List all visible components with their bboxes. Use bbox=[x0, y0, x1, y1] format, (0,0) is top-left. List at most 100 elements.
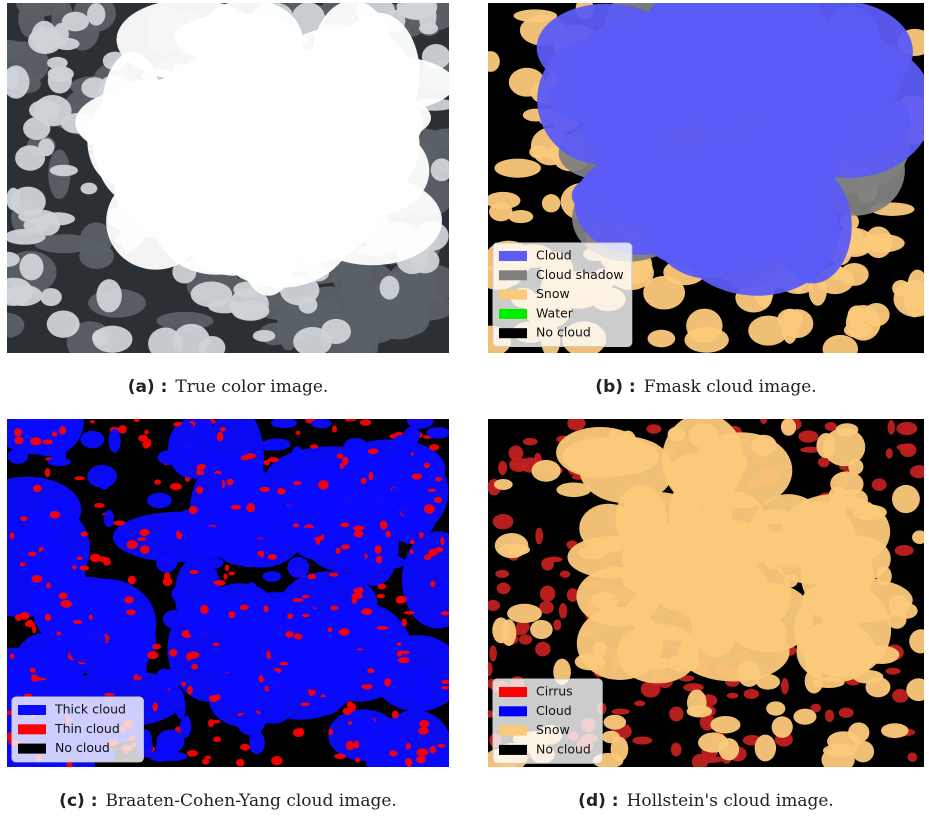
image-blob bbox=[109, 429, 121, 453]
image-blob bbox=[881, 723, 909, 738]
legend-label: Cloud bbox=[536, 248, 572, 263]
image-blob bbox=[604, 715, 626, 730]
image-blob bbox=[15, 145, 45, 170]
image-blob bbox=[667, 655, 700, 672]
image-blob bbox=[634, 700, 645, 706]
image-blob bbox=[380, 521, 388, 530]
image-blob bbox=[508, 210, 533, 223]
image-blob bbox=[718, 738, 739, 760]
image-blob bbox=[908, 270, 928, 299]
image-blob bbox=[227, 479, 234, 486]
image-blob bbox=[51, 445, 66, 464]
image-blob bbox=[172, 587, 184, 601]
image-blob bbox=[296, 431, 301, 435]
image-blob bbox=[684, 327, 728, 353]
image-blob bbox=[912, 530, 927, 544]
image-blob bbox=[646, 424, 661, 433]
image-blob bbox=[4, 285, 42, 306]
image-blob bbox=[519, 634, 532, 644]
image-blob bbox=[885, 668, 900, 675]
image-blob bbox=[499, 544, 530, 556]
image-blob bbox=[687, 690, 707, 716]
image-blob bbox=[213, 720, 221, 723]
image-blob bbox=[292, 598, 303, 602]
image-blob bbox=[94, 503, 104, 508]
image-blob bbox=[343, 707, 352, 715]
image-blob bbox=[27, 620, 33, 624]
image-blob bbox=[285, 631, 293, 638]
caption: (a) :True color image. bbox=[128, 377, 329, 397]
image-blob bbox=[377, 594, 385, 598]
image-blob bbox=[329, 729, 334, 735]
image-blob bbox=[751, 435, 777, 456]
image-blob bbox=[268, 673, 287, 696]
image-blob bbox=[559, 603, 567, 618]
image-blob bbox=[424, 463, 430, 469]
image-blob bbox=[494, 159, 541, 178]
image-blob bbox=[424, 554, 432, 560]
image-blob bbox=[410, 549, 414, 553]
image-blob bbox=[609, 429, 622, 444]
image-blob bbox=[81, 531, 88, 536]
image-blob bbox=[185, 477, 190, 482]
image-blob bbox=[96, 279, 121, 312]
image-blob bbox=[411, 686, 434, 705]
image-blob bbox=[892, 485, 920, 513]
image-blob bbox=[361, 684, 373, 689]
image-blob bbox=[287, 613, 293, 619]
image-blob bbox=[20, 562, 26, 566]
image-blob bbox=[127, 540, 138, 549]
image-blob bbox=[59, 426, 66, 435]
image-blob bbox=[440, 537, 444, 545]
image-blob bbox=[191, 281, 232, 307]
caption-text: Braaten-Cohen-Yang cloud image. bbox=[106, 791, 397, 811]
image-blob bbox=[416, 756, 426, 764]
image-blob bbox=[482, 51, 500, 72]
image-blob bbox=[802, 589, 818, 617]
image-blob bbox=[187, 686, 193, 695]
image-blob bbox=[90, 554, 101, 563]
image-blob bbox=[497, 583, 511, 595]
image-blob bbox=[836, 618, 860, 639]
image-blob bbox=[384, 678, 391, 686]
image-blob bbox=[266, 509, 286, 522]
image-blob bbox=[231, 505, 241, 510]
image-blob bbox=[106, 622, 124, 638]
image-blob bbox=[31, 21, 57, 53]
image-blob bbox=[215, 694, 221, 700]
image-blob bbox=[404, 611, 415, 615]
image-blob bbox=[361, 608, 372, 615]
legend: CirrusCloudSnowNo cloud bbox=[493, 679, 602, 763]
image-blob bbox=[228, 611, 235, 618]
image-blob bbox=[418, 727, 429, 735]
image-blob bbox=[766, 701, 785, 715]
image-blob bbox=[240, 744, 250, 751]
image-blob bbox=[241, 455, 249, 460]
image-blob bbox=[391, 728, 407, 752]
image-blob bbox=[431, 580, 436, 587]
image-blob bbox=[47, 310, 80, 337]
image-blob bbox=[128, 576, 136, 585]
image-blob bbox=[5, 711, 12, 716]
caption-text: True color image. bbox=[175, 377, 328, 397]
image-blob bbox=[836, 423, 859, 436]
image-blob bbox=[419, 720, 429, 728]
image-blob bbox=[104, 510, 114, 527]
image-blob bbox=[397, 642, 401, 645]
caption: (c) :Braaten-Cohen-Yang cloud image. bbox=[59, 791, 397, 811]
image-blob bbox=[196, 486, 203, 494]
image-blob bbox=[182, 440, 195, 457]
image-blob bbox=[37, 670, 66, 678]
image-blob bbox=[293, 523, 299, 527]
legend-swatch bbox=[499, 270, 527, 280]
image-blob bbox=[553, 619, 561, 630]
image-blob bbox=[688, 423, 719, 448]
image-blob bbox=[354, 741, 359, 749]
image-blob bbox=[777, 534, 812, 544]
panel: Thick cloudThin cloudNo cloud(c) :Braate… bbox=[0, 384, 473, 811]
image-blob bbox=[298, 497, 320, 514]
image-blob bbox=[89, 614, 93, 619]
image-blob bbox=[840, 263, 869, 286]
image-blob bbox=[322, 498, 351, 511]
image-blob bbox=[896, 422, 917, 435]
